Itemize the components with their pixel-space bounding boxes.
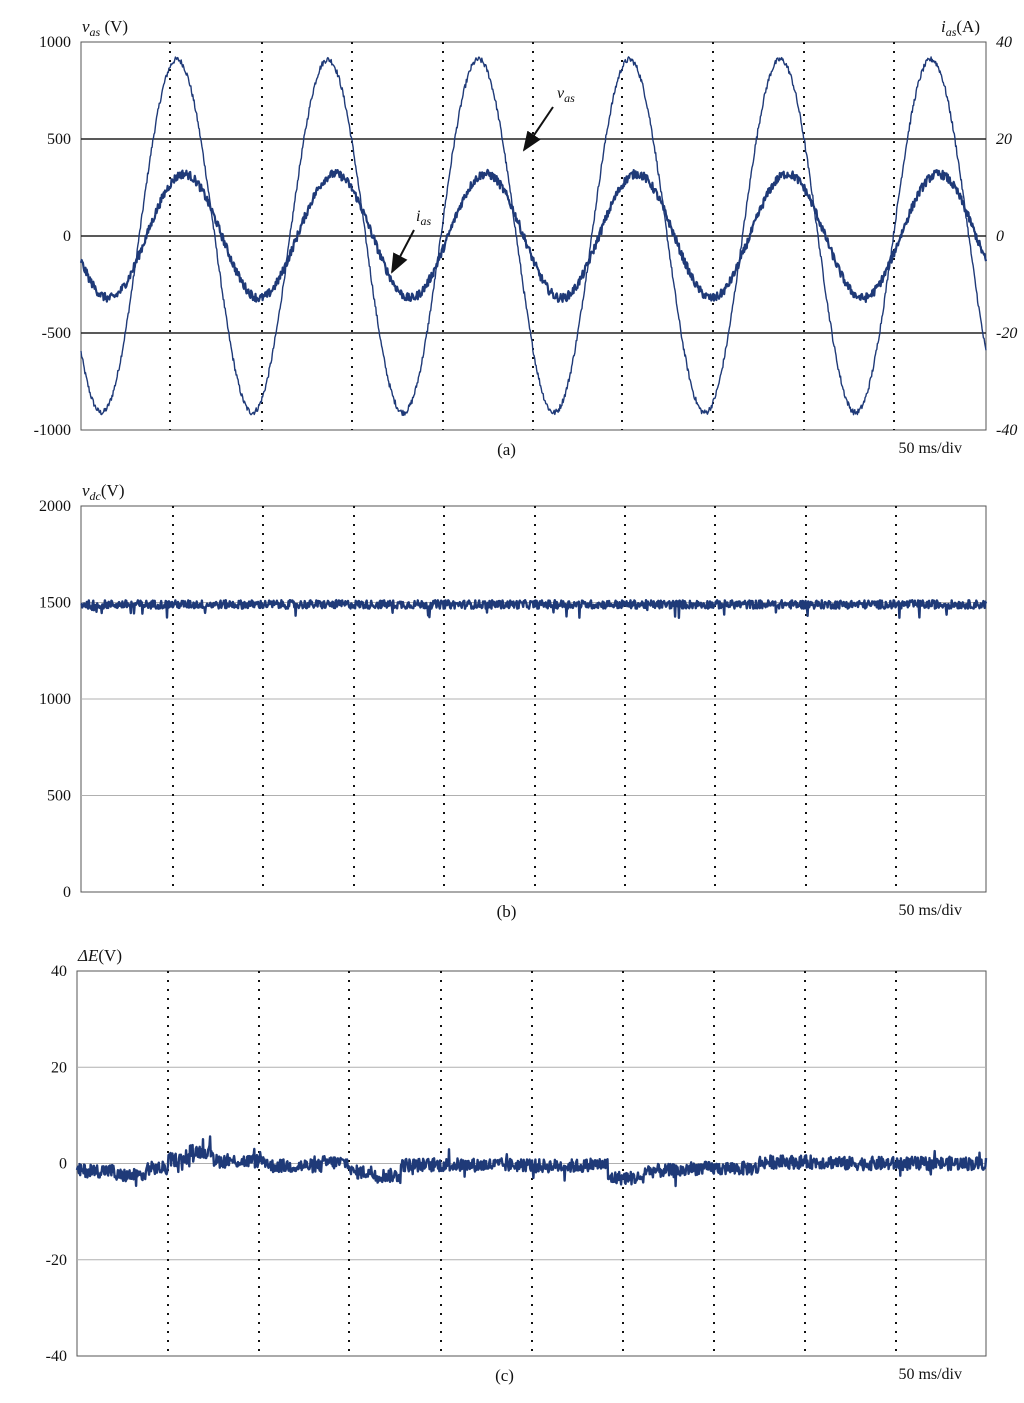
panel-caption: (a) xyxy=(497,440,516,459)
right-axis-label: ias(A) xyxy=(941,17,980,39)
vas-annotation-label: vas xyxy=(557,85,575,105)
left-tick-label: 0 xyxy=(59,1156,67,1173)
chart-panel-3: 40 20 0 -20 -40 ΔE(V) (c) 50 ms/div xyxy=(46,946,988,1385)
panel-caption: (b) xyxy=(497,902,517,921)
ias-annotation-label: ias xyxy=(416,208,431,228)
right-tick-label: 40 xyxy=(996,34,1012,51)
left-tick-label: 40 xyxy=(51,963,67,980)
left-tick-label: -40 xyxy=(46,1348,67,1365)
series-trace xyxy=(80,56,987,416)
series-trace xyxy=(75,1135,988,1188)
left-tick-label: -1000 xyxy=(34,422,71,439)
left-tick-label: 1000 xyxy=(39,34,71,51)
time-scale-label: 50 ms/div xyxy=(898,1366,962,1383)
left-axis-label: ΔE(V) xyxy=(77,946,122,965)
left-tick-label: 500 xyxy=(47,788,71,805)
left-tick-label: 1000 xyxy=(39,691,71,708)
right-tick-label: -40 xyxy=(996,422,1017,439)
series-trace xyxy=(80,599,988,619)
panel-caption: (c) xyxy=(495,1366,514,1385)
left-tick-label: 0 xyxy=(63,884,71,901)
ias-annotation-arrow xyxy=(391,229,415,274)
left-axis-label: vas (V) xyxy=(82,17,128,39)
time-scale-label: 50 ms/div xyxy=(898,440,962,457)
left-tick-label: 2000 xyxy=(39,498,71,515)
left-tick-label: 500 xyxy=(47,131,71,148)
left-tick-label: -20 xyxy=(46,1252,67,1269)
right-tick-label: -20 xyxy=(996,325,1017,342)
right-tick-label: 0 xyxy=(996,228,1004,245)
chart-panel-2: 2000 1500 1000 500 0 vdc(V) (b) 50 ms/div xyxy=(39,481,988,921)
left-tick-label: 1500 xyxy=(39,595,71,612)
annotations: vas ias xyxy=(391,85,575,274)
left-tick-label: 0 xyxy=(63,228,71,245)
time-scale-label: 50 ms/div xyxy=(898,902,962,919)
chart-panel-1: 1000 500 0 -500 -1000 40 20 0 -20 -40 vas (V) ias(A… xyxy=(34,17,1018,459)
series-trace xyxy=(79,168,988,303)
right-tick-label: 20 xyxy=(996,131,1012,148)
left-tick-label: -500 xyxy=(42,325,71,342)
left-axis-label: vdc(V) xyxy=(82,481,124,503)
vas-annotation-arrow xyxy=(522,106,554,152)
left-tick-label: 20 xyxy=(51,1059,67,1076)
